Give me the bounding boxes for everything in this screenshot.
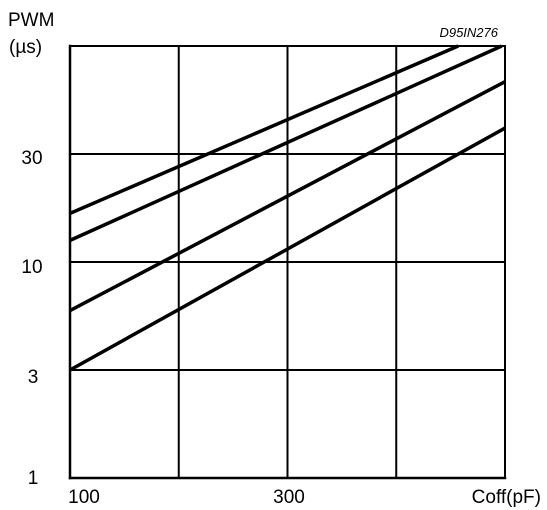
- series-line-3: [69, 80, 506, 313]
- plot-series: [69, 44, 506, 372]
- x-tick-label-100: 100: [68, 487, 100, 508]
- y-tick-label-1: 1: [28, 468, 39, 489]
- y-axis-label-line1: PWM: [8, 10, 54, 31]
- y-tick-label-30: 30: [21, 148, 42, 169]
- chart-code: D95IN276: [439, 25, 498, 40]
- y-axis-label-line2: (µs): [9, 37, 42, 58]
- x-tick-label-300: 300: [273, 487, 305, 508]
- y-tick-label-3: 3: [28, 367, 39, 388]
- plot-grid: [68, 44, 507, 480]
- series-line-1: [69, 44, 459, 216]
- y-tick-label-10: 10: [21, 257, 42, 278]
- series-line-4: [69, 126, 506, 372]
- x-axis-label: Coff(pF): [472, 487, 541, 508]
- series-line-2: [69, 44, 503, 242]
